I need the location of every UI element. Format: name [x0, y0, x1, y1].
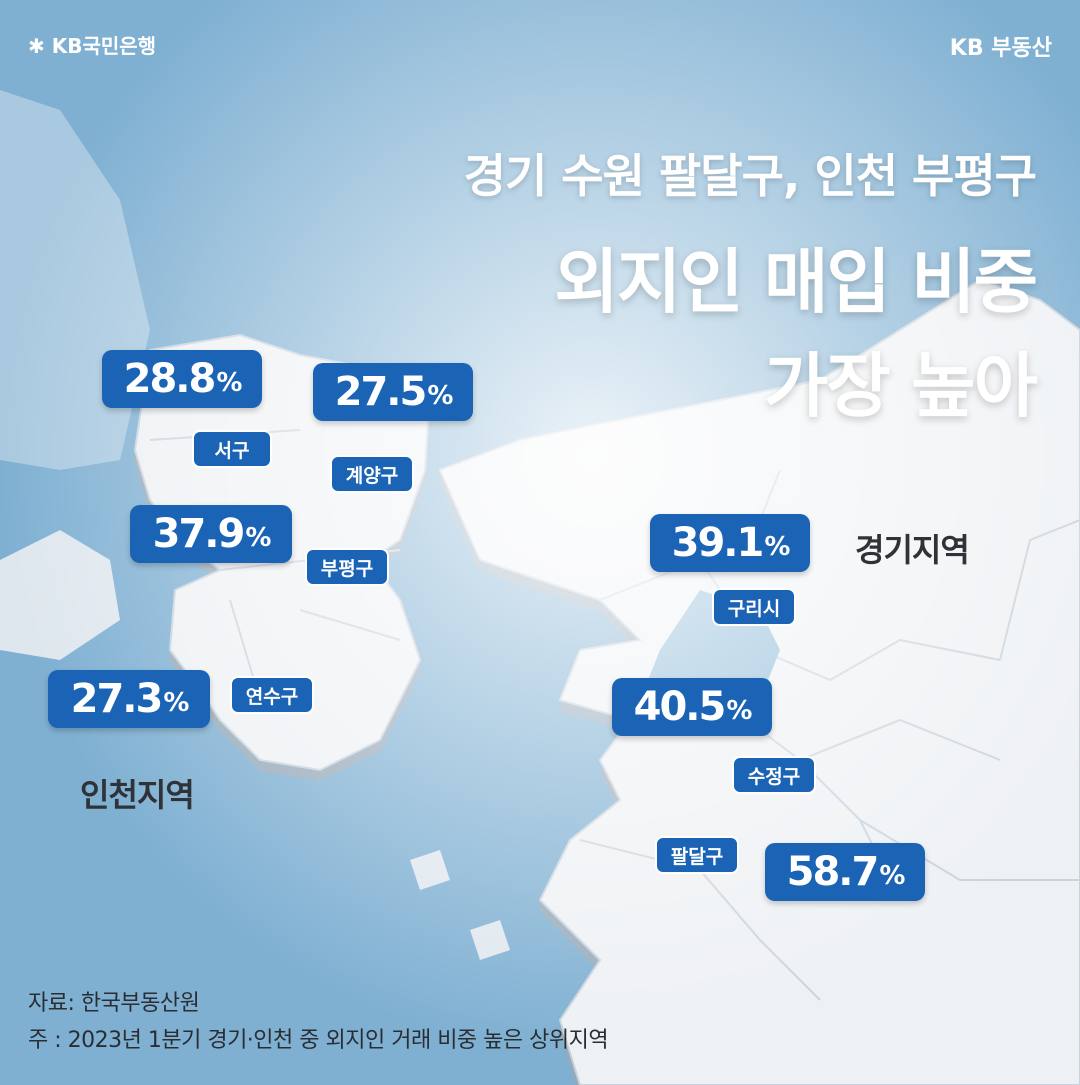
value: 37.9 — [152, 511, 246, 557]
value: 27.5 — [334, 369, 428, 415]
value: 27.3 — [70, 676, 164, 722]
title-line-1: 경기 수원 팔달구, 인천 부평구 — [463, 149, 1037, 203]
unit: % — [245, 523, 271, 553]
unit: % — [764, 532, 790, 562]
marker-value-sujeonggu: 40.5% — [612, 678, 772, 736]
marker-label-paldalgu: 팔달구 — [655, 836, 739, 874]
unit: % — [726, 696, 752, 726]
unit: % — [163, 688, 189, 718]
star-icon: ✱ — [28, 34, 45, 58]
region-label-incheon: 인천지역 — [80, 776, 195, 814]
marker-label-bupyeonggu: 부평구 — [305, 548, 389, 586]
region-label-gyeonggi: 경기지역 — [855, 531, 970, 569]
value: 58.7 — [786, 849, 880, 895]
marker-value-seogu: 28.8% — [102, 350, 262, 408]
marker-label-gurisi: 구리시 — [712, 588, 796, 626]
unit: % — [216, 368, 242, 398]
unit: % — [879, 861, 905, 891]
title-line-3: 가장 높아 — [764, 345, 1038, 427]
source-note: 자료: 한국부동산원 — [28, 991, 200, 1016]
marker-label-seogu: 서구 — [192, 430, 272, 468]
marker-value-yeonsugu: 27.3% — [48, 670, 210, 728]
kb-bank-logo: ✱ KB국민은행 — [28, 30, 156, 59]
kb-realestate-logo: KB 부동산 — [949, 36, 1052, 61]
marker-label-yeonsugu: 연수구 — [230, 676, 314, 714]
marker-label-sujeonggu: 수정구 — [732, 756, 816, 794]
title-line-2: 외지인 매입 비중 — [554, 241, 1038, 323]
value: 39.1 — [671, 520, 765, 566]
unit: % — [427, 381, 453, 411]
value: 28.8 — [123, 356, 217, 402]
footnote: 주 : 2023년 1분기 경기·인천 중 외지인 거래 비중 높은 상위지역 — [28, 1028, 609, 1053]
marker-value-gyeyanggu: 27.5% — [313, 363, 473, 421]
brand-left-text: KB국민은행 — [51, 34, 157, 58]
marker-value-gurisi: 39.1% — [650, 514, 810, 572]
marker-value-bupyeonggu: 37.9% — [130, 505, 292, 563]
marker-value-paldalgu: 58.7% — [765, 843, 925, 901]
value: 40.5 — [633, 684, 727, 730]
marker-label-gyeyanggu: 계양구 — [330, 455, 414, 493]
